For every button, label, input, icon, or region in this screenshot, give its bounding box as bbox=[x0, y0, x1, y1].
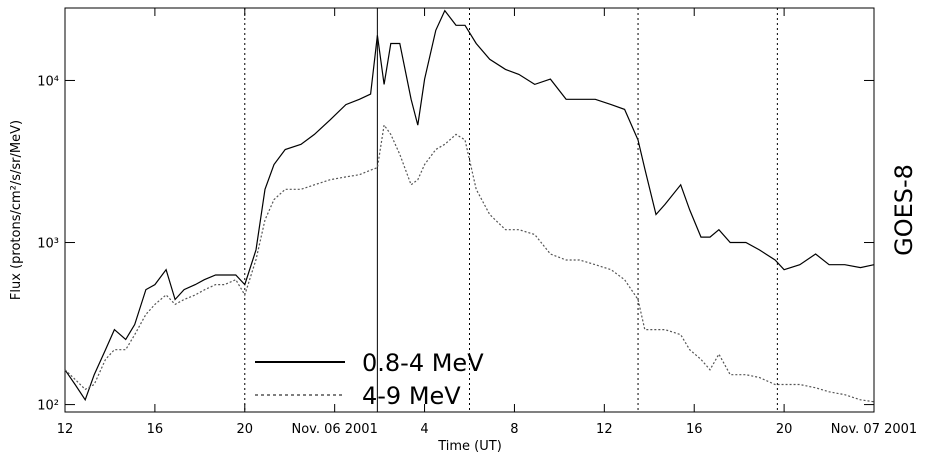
x-tick-label: 4 bbox=[420, 422, 428, 437]
x-tick-label: Nov. 07 2001 bbox=[831, 422, 917, 437]
y-tick-label: 10³ bbox=[37, 237, 59, 252]
x-tick-label: Nov. 06 2001 bbox=[291, 422, 377, 437]
series-line bbox=[64, 123, 875, 403]
x-tick-label: 12 bbox=[57, 422, 74, 437]
x-tick-label: 12 bbox=[596, 422, 613, 437]
x-tick-label: 16 bbox=[147, 422, 164, 437]
x-axis-label: Time (UT) bbox=[437, 439, 502, 454]
legend-label: 0.8-4 MeV bbox=[362, 349, 484, 377]
x-tick-label: 20 bbox=[237, 422, 254, 437]
y-tick-label: 10⁴ bbox=[37, 74, 59, 89]
y-axis-label: Flux (protons/cm²/s/sr/MeV) bbox=[9, 120, 24, 300]
x-tick-label: 16 bbox=[686, 422, 703, 437]
y-tick-label: 10² bbox=[37, 399, 59, 414]
x-tick-label: 8 bbox=[510, 422, 518, 437]
series-line bbox=[64, 9, 875, 402]
side-label: GOES-8 bbox=[890, 164, 918, 256]
legend-label: 4-9 MeV bbox=[362, 382, 461, 410]
x-tick-label: 20 bbox=[776, 422, 793, 437]
